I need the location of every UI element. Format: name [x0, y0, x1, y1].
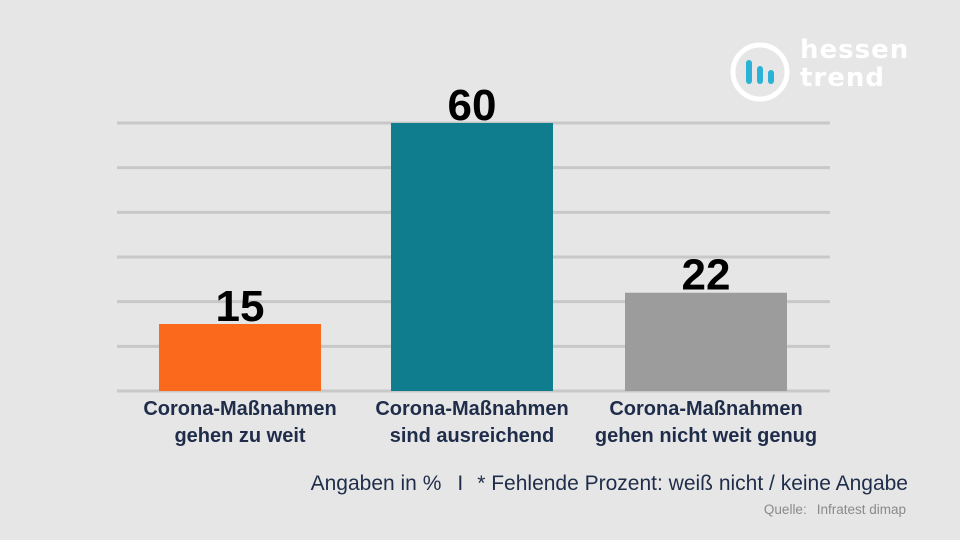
hessentrend-logo: hessen trend: [728, 36, 928, 108]
category-labels: Corona-Maßnahmen gehen zu weit Corona-Maßn…: [143, 398, 817, 447]
category-label: sind ausreichend: [390, 425, 555, 447]
value-label: 15: [216, 282, 265, 331]
value-label: 22: [682, 251, 731, 300]
footnote-separator: I: [457, 472, 464, 495]
bar: [625, 292, 787, 391]
bar: [159, 324, 321, 391]
source-line: Quelle: Infratest dimap: [764, 502, 906, 517]
source-value: Infratest dimap: [816, 502, 906, 517]
category-label: Corona-Maßnahmen: [143, 398, 336, 420]
value-label: 60: [448, 81, 497, 130]
hessentrend-logo-text: hessen trend: [800, 36, 909, 92]
category-label: Corona-Maßnahmen: [375, 398, 568, 420]
bars: [159, 123, 787, 391]
missing-percent-note: * Fehlende Prozent: weiß nicht / keine A…: [477, 472, 908, 495]
source-label: Quelle:: [763, 502, 807, 517]
logo-line-1: hessen: [800, 35, 910, 65]
logo-line-2: trend: [800, 63, 886, 93]
category-label: Corona-Maßnahmen: [609, 398, 802, 420]
category-label: gehen nicht weit genug: [595, 425, 817, 447]
hessentrend-logo-icon: [730, 42, 790, 102]
units-note: Angaben in %: [310, 472, 442, 495]
bar: [391, 123, 553, 391]
value-labels: 15 60 22: [216, 81, 731, 331]
category-label: gehen zu weit: [174, 425, 305, 447]
footnote: Angaben in % I * Fehlende Prozent: weiß ni…: [311, 472, 908, 496]
